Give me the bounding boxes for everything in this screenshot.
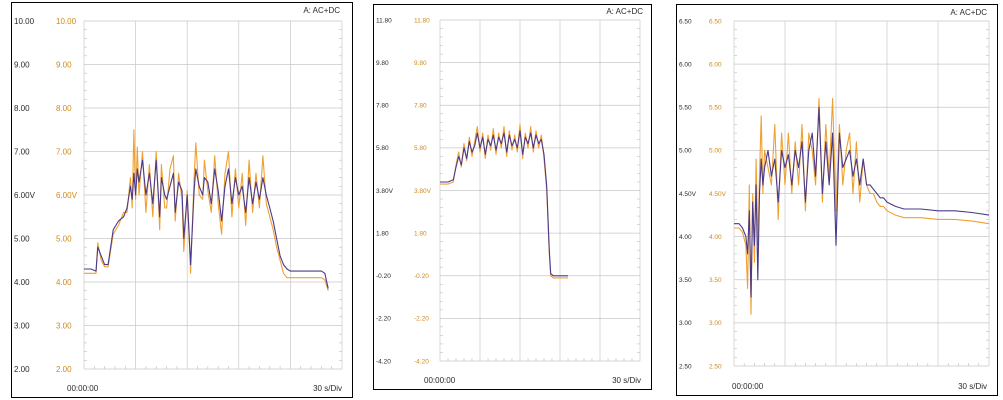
- y-tick-label-left: 4.00: [679, 234, 692, 241]
- series-line-purple: [734, 106, 990, 298]
- y-tick-label-right: 5.80: [414, 145, 427, 152]
- start-time-label: 00:00:00: [424, 376, 456, 385]
- scope-chart-1: 10.00 9.00 8.00 7.00 6.00V 5.00 4.00 3.00 2.00 10…: [14, 17, 343, 374]
- y-tick-label-right: 2.00: [56, 365, 72, 374]
- y-tick-label-right: 3.80V: [414, 188, 432, 195]
- y-tick-label-right: -4.20: [414, 358, 429, 365]
- y-tick-label-right: 4.00: [709, 234, 722, 241]
- y-tick-label-left: 5.00: [14, 234, 30, 243]
- series-line-orange: [734, 98, 990, 315]
- y-tick-label-left: 3.80V: [376, 188, 394, 195]
- y-tick-label-left: 2.00: [14, 365, 30, 374]
- y-tick-label-left: 6.00V: [14, 191, 36, 200]
- y-tick-label-right: 5.50: [709, 105, 722, 112]
- y-tick-label-left: 4.00: [14, 278, 30, 287]
- y-tick-label-left: 9.00: [14, 60, 30, 69]
- y-tick-label-right: 3.00: [56, 321, 72, 330]
- scope-chart-2: 11.80 9.80 7.80 5.80 3.80V 1.80 -0.20 -2.20 -4.2…: [376, 17, 641, 365]
- channel-mode-label: A: AC+DC: [950, 8, 987, 17]
- time-div-label: 30 s/Div: [313, 384, 342, 393]
- start-time-label: 00:00:00: [67, 384, 99, 393]
- y-tick-label-right: 5.00: [709, 148, 722, 155]
- y-tick-label-right: 9.80: [414, 60, 427, 67]
- y-tick-label-right: 3.50: [709, 277, 722, 284]
- grid: [439, 19, 641, 362]
- series-line-orange: [440, 123, 568, 279]
- y-tick-label-right: 7.80: [414, 103, 427, 110]
- y-tick-label-right: -2.20: [414, 316, 429, 323]
- y-tick-label-right: 1.80: [414, 230, 427, 237]
- y-tick-label-left: 8.00: [14, 104, 30, 113]
- grid: [733, 20, 990, 367]
- y-tick-label-right: 8.00: [56, 104, 72, 113]
- scope-panel-2: A: AC+DC 11.80 9.80 7.80 5.80 3.80V 1.80 -0.20…: [373, 4, 652, 390]
- scope-chart-3: 6.50 6.00 5.50 5.00 4.50V 4.00 3.50 3.00 2.50 6.5…: [679, 18, 990, 370]
- y-tick-label-left: 11.80: [376, 17, 392, 24]
- y-tick-label-right: 9.00: [56, 60, 72, 69]
- y-tick-label-left: 5.50: [679, 105, 692, 112]
- y-tick-label-right: 3.00: [709, 320, 722, 327]
- y-tick-label-right: 10.00: [56, 17, 77, 26]
- y-tick-label-left: 5.80: [376, 145, 389, 152]
- series-line-purple: [84, 159, 329, 289]
- time-div-label: 30 s/Div: [612, 376, 641, 385]
- y-tick-label-left: -4.20: [376, 358, 391, 365]
- y-tick-label-left: -0.20: [376, 273, 391, 280]
- y-tick-label-right: 6.50: [709, 18, 722, 25]
- y-tick-label-left: 10.00: [14, 17, 35, 26]
- y-tick-label-left: 4.50V: [679, 191, 697, 198]
- y-tick-label-right: 4.00: [56, 278, 72, 287]
- y-tick-label-right: 7.00: [56, 147, 72, 156]
- y-tick-label-right: 2.50: [709, 363, 722, 370]
- scope-panel-1: A: AC+DC 10.00 9.00 8.00 7.00 6.00V 5.00 4.00 3…: [11, 2, 353, 398]
- series-line-orange: [84, 129, 329, 291]
- y-tick-label-left: 6.00: [679, 61, 692, 68]
- start-time-label: 00:00:00: [732, 382, 764, 391]
- y-tick-label-left: 2.50: [679, 363, 692, 370]
- y-tick-label-left: 3.00: [14, 321, 30, 330]
- y-tick-label-left: 7.80: [376, 103, 389, 110]
- channel-mode-label: A: AC+DC: [606, 7, 643, 16]
- y-tick-label-left: 1.80: [376, 230, 389, 237]
- y-tick-label-left: 7.00: [14, 147, 30, 156]
- y-tick-label-left: 3.50: [679, 277, 692, 284]
- scope-panel-3: A: AC+DC 6.50 6.00 5.50 5.00 4.50V 4.00 3.50 3.…: [676, 4, 998, 396]
- y-tick-label-right: 4.50V: [709, 191, 727, 198]
- y-tick-label-right: 6.00V: [56, 191, 78, 200]
- grid: [83, 20, 343, 370]
- y-tick-label-right: 6.00: [709, 61, 722, 68]
- y-tick-label-right: 11.80: [414, 17, 430, 24]
- channel-mode-label: A: AC+DC: [303, 6, 340, 15]
- y-tick-label-left: 6.50: [679, 18, 692, 25]
- y-tick-label-left: 9.80: [376, 60, 389, 67]
- y-tick-label-left: 5.00: [679, 148, 692, 155]
- y-tick-label-left: -2.20: [376, 316, 391, 323]
- time-div-label: 30 s/Div: [958, 382, 987, 391]
- series-line-purple: [440, 130, 568, 277]
- y-tick-label-left: 3.00: [679, 320, 692, 327]
- y-tick-label-right: -0.20: [414, 273, 429, 280]
- y-tick-label-right: 5.00: [56, 234, 72, 243]
